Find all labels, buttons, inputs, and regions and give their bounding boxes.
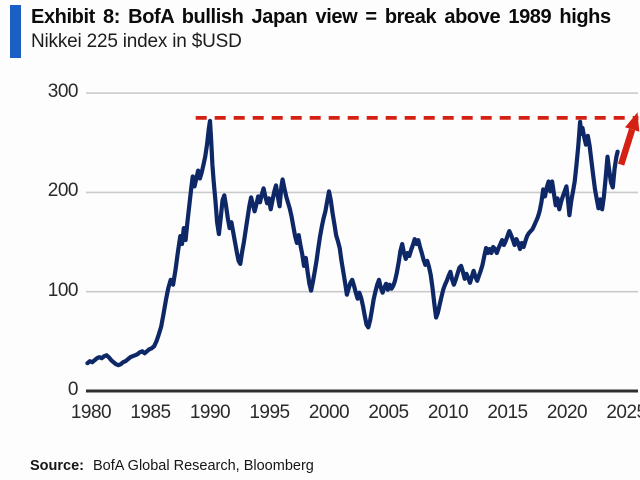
exhibit-subtitle: Nikkei 225 index in $USD: [31, 31, 242, 52]
exhibit-title: Exhibit 8: BofA bullish Japan view = bre…: [31, 6, 611, 28]
source-line: Source: BofA Global Research, Bloomberg: [30, 458, 314, 474]
source-label: Source:: [30, 458, 84, 474]
source-text: BofA Global Research, Bloomberg: [93, 458, 314, 474]
accent-bar: [10, 5, 21, 58]
